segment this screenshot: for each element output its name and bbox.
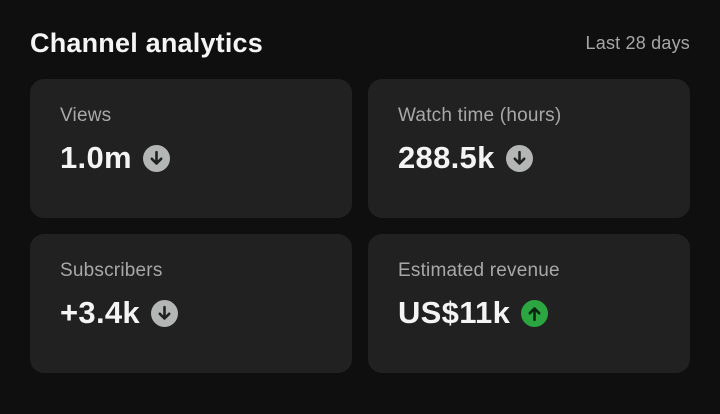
page-title: Channel analytics bbox=[30, 28, 263, 58]
stat-value-row: +3.4k bbox=[60, 295, 322, 331]
stat-value-row: 288.5k bbox=[398, 140, 660, 176]
trend-down-arrow-icon bbox=[142, 144, 170, 172]
trend-down-arrow-icon bbox=[150, 299, 178, 327]
stat-card-subscribers[interactable]: Subscribers +3.4k bbox=[30, 234, 352, 373]
stat-card-watch-time[interactable]: Watch time (hours) 288.5k bbox=[368, 79, 690, 218]
date-range-label: Last 28 days bbox=[585, 33, 690, 53]
trend-up-arrow-icon bbox=[521, 299, 549, 327]
trend-down-arrow-icon bbox=[505, 144, 533, 172]
stat-card-estimated-revenue[interactable]: Estimated revenue US$11k bbox=[368, 234, 690, 373]
stat-value: +3.4k bbox=[60, 295, 140, 330]
stat-value: 288.5k bbox=[398, 140, 495, 175]
stat-label: Estimated revenue bbox=[398, 260, 560, 281]
stat-label: Watch time (hours) bbox=[398, 105, 562, 126]
stat-label: Subscribers bbox=[60, 260, 163, 281]
analytics-header: Channel analytics Last 28 days bbox=[0, 0, 720, 79]
stat-value: US$11k bbox=[398, 295, 511, 330]
stats-grid: Views 1.0m Watch time (hours) 288.5k S bbox=[0, 79, 720, 373]
stat-value: 1.0m bbox=[60, 140, 132, 175]
stat-card-views[interactable]: Views 1.0m bbox=[30, 79, 352, 218]
stat-label: Views bbox=[60, 105, 112, 126]
stat-value-row: US$11k bbox=[398, 295, 660, 331]
stat-value-row: 1.0m bbox=[60, 140, 322, 176]
